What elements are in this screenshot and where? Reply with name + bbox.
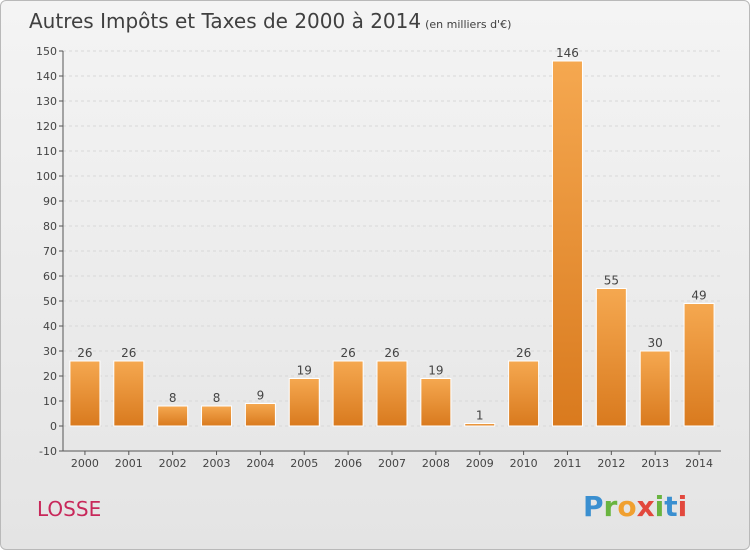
y-tick-label: 70 bbox=[43, 245, 57, 258]
bar-2001 bbox=[113, 360, 145, 427]
data-label-2013: 30 bbox=[648, 336, 663, 350]
y-tick-label: 100 bbox=[36, 170, 57, 183]
x-tick-label-2011: 2011 bbox=[553, 457, 581, 470]
data-label-2002: 8 bbox=[169, 391, 177, 405]
y-tick-label: 80 bbox=[43, 220, 57, 233]
bar-2005 bbox=[288, 378, 320, 427]
y-tick-label: 0 bbox=[50, 420, 57, 433]
axes: -100102030405060708090100110120130140150… bbox=[36, 45, 721, 470]
chart-title-text: Autres Impôts et Taxes de 2000 à 2014 bbox=[29, 9, 422, 33]
x-tick-label-2014: 2014 bbox=[685, 457, 713, 470]
y-tick-label: 10 bbox=[43, 395, 57, 408]
y-tick-label: 110 bbox=[36, 145, 57, 158]
y-tick-label: 20 bbox=[43, 370, 57, 383]
x-tick-label-2000: 2000 bbox=[71, 457, 99, 470]
bar-2008 bbox=[420, 378, 452, 427]
data-label-2007: 26 bbox=[384, 346, 399, 360]
bars bbox=[69, 60, 715, 427]
bar-2012 bbox=[595, 288, 627, 427]
data-label-2009: 1 bbox=[476, 409, 484, 423]
x-tick-label-2003: 2003 bbox=[203, 457, 231, 470]
x-tick-label-2013: 2013 bbox=[641, 457, 669, 470]
data-label-2003: 8 bbox=[213, 391, 221, 405]
x-tick-label-2007: 2007 bbox=[378, 457, 406, 470]
y-tick-label: 140 bbox=[36, 70, 57, 83]
data-label-2011: 146 bbox=[556, 46, 579, 60]
data-label-2012: 55 bbox=[604, 274, 619, 288]
x-tick-label-2001: 2001 bbox=[115, 457, 143, 470]
bar-2013 bbox=[639, 350, 671, 427]
y-tick-label: 150 bbox=[36, 45, 57, 58]
chart-subtitle: (en milliers d'€) bbox=[425, 18, 512, 31]
x-tick-label-2012: 2012 bbox=[597, 457, 625, 470]
x-tick-label-2002: 2002 bbox=[159, 457, 187, 470]
x-tick-label-2008: 2008 bbox=[422, 457, 450, 470]
data-label-2008: 19 bbox=[428, 364, 443, 378]
data-label-2010: 26 bbox=[516, 346, 531, 360]
y-tick-label: 30 bbox=[43, 345, 57, 358]
x-tick-label-2005: 2005 bbox=[290, 457, 318, 470]
x-tick-label-2010: 2010 bbox=[510, 457, 538, 470]
bar-2010 bbox=[508, 360, 540, 427]
y-tick-label: 90 bbox=[43, 195, 57, 208]
bar-2004 bbox=[244, 403, 276, 427]
y-tick-label: -10 bbox=[39, 445, 57, 458]
y-tick-label: 130 bbox=[36, 95, 57, 108]
bar-2014 bbox=[683, 303, 715, 427]
bar-2011 bbox=[551, 60, 583, 427]
y-tick-label: 40 bbox=[43, 320, 57, 333]
data-label-2000: 26 bbox=[77, 346, 92, 360]
place-name: LOSSE bbox=[37, 497, 102, 521]
bar-2009 bbox=[464, 423, 496, 427]
bar-2002 bbox=[157, 405, 189, 427]
proxiti-logo: Proxiti bbox=[583, 490, 688, 523]
bar-2006 bbox=[332, 360, 364, 427]
data-labels: 26 26 8 8 9 19 26 26 19 1 26 146 55 30 49 bbox=[77, 46, 706, 423]
x-tick-label-2006: 2006 bbox=[334, 457, 362, 470]
x-tick-label-2009: 2009 bbox=[466, 457, 494, 470]
bar-2007 bbox=[376, 360, 408, 427]
data-label-2004: 9 bbox=[257, 389, 265, 403]
x-tick-label-2004: 2004 bbox=[246, 457, 274, 470]
bar-2000 bbox=[69, 360, 101, 427]
y-tick-label: 50 bbox=[43, 295, 57, 308]
y-tick-label: 60 bbox=[43, 270, 57, 283]
data-label-2014: 49 bbox=[691, 289, 706, 303]
data-label-2001: 26 bbox=[121, 346, 136, 360]
data-label-2005: 19 bbox=[297, 364, 312, 378]
bar-2003 bbox=[201, 405, 233, 427]
y-tick-label: 120 bbox=[36, 120, 57, 133]
data-label-2006: 26 bbox=[340, 346, 355, 360]
chart-title: Autres Impôts et Taxes de 2000 à 2014 (en… bbox=[29, 9, 511, 33]
